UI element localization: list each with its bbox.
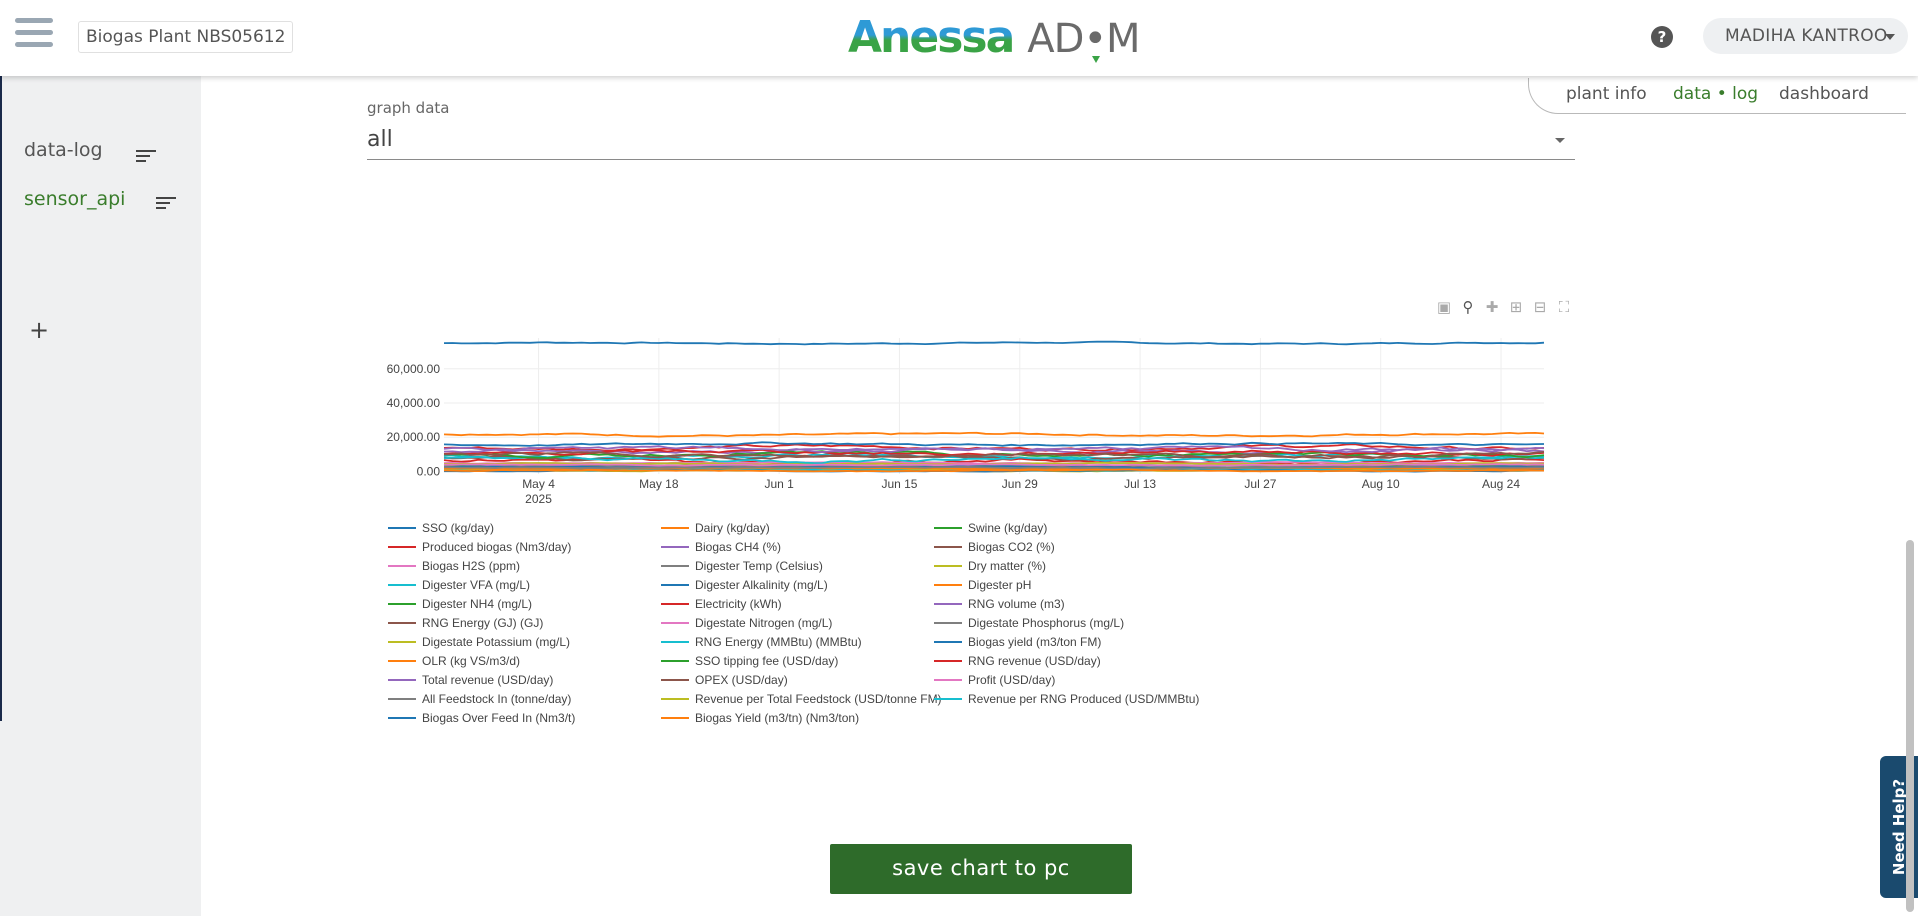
y-tick-label: 0.00 (417, 464, 441, 478)
series-line (443, 441, 1545, 447)
app-header: Biogas Plant NBS05612 Anessa AD•M ? MADI… (0, 0, 1918, 76)
legend-entry[interactable]: SSO (kg/day) (422, 521, 494, 535)
edit-list-icon[interactable] (156, 197, 176, 213)
graph-data-label: graph data (367, 99, 450, 117)
y-tick-label: 20,000.00 (387, 430, 441, 444)
legend-entry[interactable]: OLR (kg VS/m3/d) (422, 654, 520, 668)
line-chart[interactable]: 0.00 20,000.00 40,000.00 60,000.00 May 4 May … (360, 330, 1560, 730)
legend-entry[interactable]: RNG Energy (GJ) (GJ) (422, 616, 543, 630)
legend-entry[interactable]: OPEX (USD/day) (695, 673, 788, 687)
x-tick-label: Jun 29 (1002, 477, 1038, 491)
legend-entry[interactable]: Electricity (kWh) (695, 597, 782, 611)
camera-icon[interactable]: ▣ (1436, 298, 1452, 316)
legend-entry[interactable]: Revenue per RNG Produced (USD/MMBtu) (968, 692, 1199, 706)
logo-dropdown-icon[interactable] (1092, 56, 1100, 63)
legend-entry[interactable]: Biogas CO2 (%) (968, 540, 1055, 554)
legend-entry[interactable]: Digester Temp (Celsius) (695, 559, 823, 573)
hamburger-menu-icon[interactable] (15, 18, 53, 52)
tab-data-log[interactable]: data • log (1673, 84, 1759, 104)
chevron-down-icon (1885, 34, 1895, 40)
legend-entry[interactable]: RNG Energy (MMBtu) (MMBtu) (695, 635, 862, 649)
x-tick-label: May 18 (639, 477, 679, 491)
legend-entry[interactable]: Dry matter (%) (968, 559, 1046, 573)
legend-entry[interactable]: Biogas H2S (ppm) (422, 559, 520, 573)
legend-entry[interactable]: RNG revenue (USD/day) (968, 654, 1101, 668)
chevron-down-icon (1555, 138, 1565, 143)
legend-entry[interactable]: Digester pH (968, 578, 1031, 592)
legend-entry[interactable]: Total revenue (USD/day) (422, 673, 553, 687)
x-tick-label: May 4 (522, 477, 555, 491)
pan-icon[interactable]: ✚ (1485, 298, 1499, 316)
user-name: MADIHA KANTROO (1725, 26, 1888, 46)
legend-entry[interactable]: Biogas Yield (m3/tn) (Nm3/ton) (695, 711, 859, 725)
legend-entry[interactable]: Profit (USD/day) (968, 673, 1055, 687)
legend-entry[interactable]: RNG volume (m3) (968, 597, 1065, 611)
legend-entry[interactable]: Biogas Over Feed In (Nm3/t) (422, 711, 575, 725)
series-line (443, 431, 1545, 438)
scrollbar[interactable] (1906, 540, 1914, 912)
legend-entry[interactable]: Biogas CH4 (%) (695, 540, 781, 554)
graph-data-value: all (367, 127, 393, 152)
x-tick-label: Jun 1 (764, 477, 794, 491)
series-line (443, 468, 1545, 473)
legend-entry[interactable]: Digestate Potassium (mg/L) (422, 635, 570, 649)
graph-data-select[interactable]: all (367, 122, 1575, 160)
y-tick-label: 40,000.00 (387, 396, 441, 410)
x-tick-label: Jun 15 (881, 477, 917, 491)
sidebar: data-log sensor_api + (0, 76, 201, 916)
user-menu[interactable]: MADIHA KANTROO (1703, 18, 1908, 54)
legend-entry[interactable]: Biogas yield (m3/ton FM) (968, 635, 1101, 649)
save-chart-button[interactable]: save chart to pc (830, 844, 1132, 894)
x-tick-label: Aug 24 (1482, 477, 1520, 491)
tab-plant-info[interactable]: plant info (1566, 84, 1647, 104)
sidebar-item-sensor-api[interactable]: sensor_api (24, 188, 126, 210)
legend-entry[interactable]: SSO tipping fee (USD/day) (695, 654, 838, 668)
zoom-icon[interactable]: ⚲ (1462, 298, 1474, 316)
legend-entry[interactable]: Digester Alkalinity (mg/L) (695, 578, 828, 592)
legend-entry[interactable]: Revenue per Total Feedstock (USD/tonne F… (695, 692, 942, 706)
plant-name-field[interactable]: Biogas Plant NBS05612 (78, 21, 294, 53)
x-tick-label: Jul 13 (1124, 477, 1156, 491)
legend-entry[interactable]: Produced biogas (Nm3/day) (422, 540, 571, 554)
series-line (443, 455, 1545, 465)
series-line (443, 340, 1545, 346)
x-tick-label: Jul 27 (1244, 477, 1276, 491)
series-line (443, 451, 1545, 460)
x-tick-label: Aug 10 (1362, 477, 1400, 491)
series-line (443, 463, 1545, 467)
legend-entry[interactable]: Digester NH4 (mg/L) (422, 597, 532, 611)
autoscale-icon[interactable]: ⛶ (1558, 298, 1570, 316)
window-edge (0, 76, 2, 721)
app-logo: Anessa AD•M (848, 12, 1141, 64)
series-line (443, 465, 1545, 470)
sidebar-item-data-log[interactable]: data-log (24, 139, 103, 161)
legend-entry[interactable]: Swine (kg/day) (968, 521, 1047, 535)
edit-list-icon[interactable] (136, 150, 156, 166)
zoom-out-icon[interactable]: ⊟ (1533, 298, 1547, 316)
legend-entry[interactable]: Digester VFA (mg/L) (422, 578, 530, 592)
add-icon[interactable]: + (29, 316, 50, 344)
logo-main-text: Anessa (848, 12, 1015, 63)
chart-toolbar: ▣ ⚲ ✚ ⊞ ⊟ ⛶ (1432, 296, 1576, 318)
series-line (443, 445, 1545, 454)
legend-entry[interactable]: All Feedstock In (tonne/day) (422, 692, 571, 706)
y-tick-label: 60,000.00 (387, 362, 441, 376)
x-year-label: 2025 (525, 492, 552, 506)
legend-entry[interactable]: Dairy (kg/day) (695, 521, 770, 535)
help-icon[interactable]: ? (1651, 26, 1673, 48)
zoom-in-icon[interactable]: ⊞ (1509, 298, 1523, 316)
legend-entry[interactable]: Digestate Phosphorus (mg/L) (968, 616, 1124, 630)
tab-dashboard[interactable]: dashboard (1779, 84, 1869, 104)
legend-entry[interactable]: Digestate Nitrogen (mg/L) (695, 616, 832, 630)
logo-sub-text: AD•M (1027, 16, 1140, 62)
